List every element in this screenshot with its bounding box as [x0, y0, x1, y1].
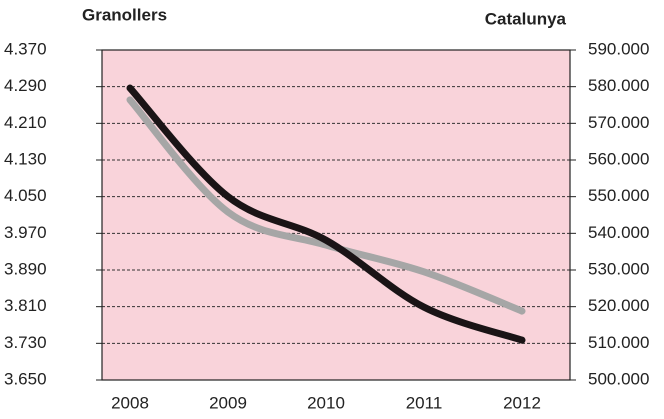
y2-tick-label: 570.000 — [588, 113, 649, 132]
y2-tick-label: 510.000 — [588, 333, 649, 352]
y-tick-label: 4.050 — [4, 186, 47, 205]
left-axis-title: Granollers — [82, 5, 167, 24]
plot-area — [102, 50, 570, 380]
y-tick-label: 4.290 — [4, 76, 47, 95]
y-tick-label: 3.890 — [4, 259, 47, 278]
y2-tick-label: 550.000 — [588, 186, 649, 205]
x-tick-label: 2008 — [111, 393, 149, 412]
y-tick-label: 3.730 — [4, 333, 47, 352]
y-tick-label: 3.970 — [4, 223, 47, 242]
line — [126, 84, 526, 344]
right-axis-title: Catalunya — [485, 9, 567, 28]
y2-tick-label: 530.000 — [588, 259, 649, 278]
y-tick-label: 4.370 — [4, 39, 47, 58]
y-tick-label: 4.130 — [4, 149, 47, 168]
y2-tick-label: 520.000 — [588, 296, 649, 315]
x-tick-label: 2010 — [307, 393, 345, 412]
y2-tick-label: 580.000 — [588, 76, 649, 95]
y-tick-label: 4.210 — [4, 113, 47, 132]
y2-tick-label: 560.000 — [588, 149, 649, 168]
y2-tick-label: 500.000 — [588, 369, 649, 388]
y-tick-label: 3.810 — [4, 296, 47, 315]
y-tick-label: 3.650 — [4, 369, 47, 388]
x-tick-label: 2011 — [406, 393, 443, 412]
y2-tick-label: 590.000 — [588, 39, 649, 58]
x-tick-label: 2009 — [209, 393, 247, 412]
line — [126, 96, 526, 315]
plot-border — [101, 49, 571, 381]
y2-tick-label: 540.000 — [588, 223, 649, 242]
x-tick-label: 2012 — [503, 393, 541, 412]
